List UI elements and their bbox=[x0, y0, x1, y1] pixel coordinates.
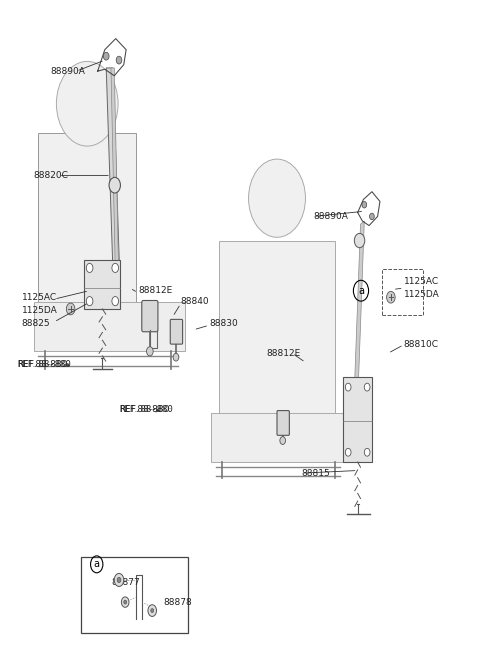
Text: a: a bbox=[358, 286, 364, 296]
Text: 88877: 88877 bbox=[111, 578, 140, 587]
Circle shape bbox=[370, 213, 374, 219]
FancyBboxPatch shape bbox=[81, 556, 188, 633]
FancyBboxPatch shape bbox=[277, 411, 289, 436]
Circle shape bbox=[114, 574, 124, 587]
FancyBboxPatch shape bbox=[84, 260, 120, 309]
FancyBboxPatch shape bbox=[343, 377, 372, 462]
Text: REF.88-880: REF.88-880 bbox=[119, 405, 169, 415]
Circle shape bbox=[173, 353, 179, 361]
Polygon shape bbox=[34, 302, 185, 351]
Circle shape bbox=[56, 61, 118, 146]
Text: 1125AC: 1125AC bbox=[22, 293, 57, 302]
Circle shape bbox=[280, 437, 286, 444]
Circle shape bbox=[146, 347, 153, 356]
Circle shape bbox=[117, 578, 121, 583]
FancyBboxPatch shape bbox=[170, 319, 182, 344]
Polygon shape bbox=[211, 413, 343, 462]
Text: REF.88-880: REF.88-880 bbox=[119, 405, 173, 415]
Circle shape bbox=[124, 600, 127, 604]
Text: 88830: 88830 bbox=[209, 319, 238, 328]
Circle shape bbox=[249, 159, 305, 237]
Text: REF.88-880: REF.88-880 bbox=[17, 360, 67, 369]
Circle shape bbox=[345, 383, 351, 391]
Polygon shape bbox=[106, 68, 120, 297]
Text: 88878: 88878 bbox=[163, 598, 192, 606]
Circle shape bbox=[354, 233, 365, 248]
Circle shape bbox=[86, 263, 93, 273]
Circle shape bbox=[112, 296, 119, 306]
Text: 1125DA: 1125DA bbox=[22, 306, 58, 315]
Polygon shape bbox=[111, 68, 119, 290]
Text: 88815: 88815 bbox=[301, 468, 330, 478]
Polygon shape bbox=[219, 240, 335, 415]
Circle shape bbox=[112, 263, 119, 273]
Circle shape bbox=[86, 296, 93, 306]
Circle shape bbox=[148, 604, 156, 616]
Circle shape bbox=[362, 202, 367, 208]
Circle shape bbox=[109, 177, 120, 193]
Text: 88810C: 88810C bbox=[404, 340, 439, 350]
Text: 88825: 88825 bbox=[22, 319, 50, 328]
Circle shape bbox=[121, 597, 129, 607]
Text: a: a bbox=[94, 559, 100, 570]
Text: 1125AC: 1125AC bbox=[404, 277, 439, 286]
Text: 88820C: 88820C bbox=[34, 171, 69, 180]
Text: REF.88-880: REF.88-880 bbox=[17, 360, 71, 369]
Circle shape bbox=[364, 383, 370, 391]
Text: 1125DA: 1125DA bbox=[404, 290, 439, 299]
Circle shape bbox=[364, 448, 370, 456]
Polygon shape bbox=[355, 221, 364, 377]
Text: 88890A: 88890A bbox=[50, 66, 85, 76]
Circle shape bbox=[151, 608, 154, 612]
Polygon shape bbox=[38, 133, 136, 306]
Circle shape bbox=[116, 57, 122, 64]
Text: 88812E: 88812E bbox=[138, 286, 172, 295]
Circle shape bbox=[66, 303, 75, 315]
Text: 88812E: 88812E bbox=[266, 349, 300, 358]
Circle shape bbox=[345, 448, 351, 456]
FancyBboxPatch shape bbox=[142, 300, 158, 332]
Circle shape bbox=[386, 291, 395, 303]
Text: 88840: 88840 bbox=[180, 297, 209, 306]
Circle shape bbox=[103, 53, 109, 60]
Text: 88890A: 88890A bbox=[313, 212, 348, 221]
